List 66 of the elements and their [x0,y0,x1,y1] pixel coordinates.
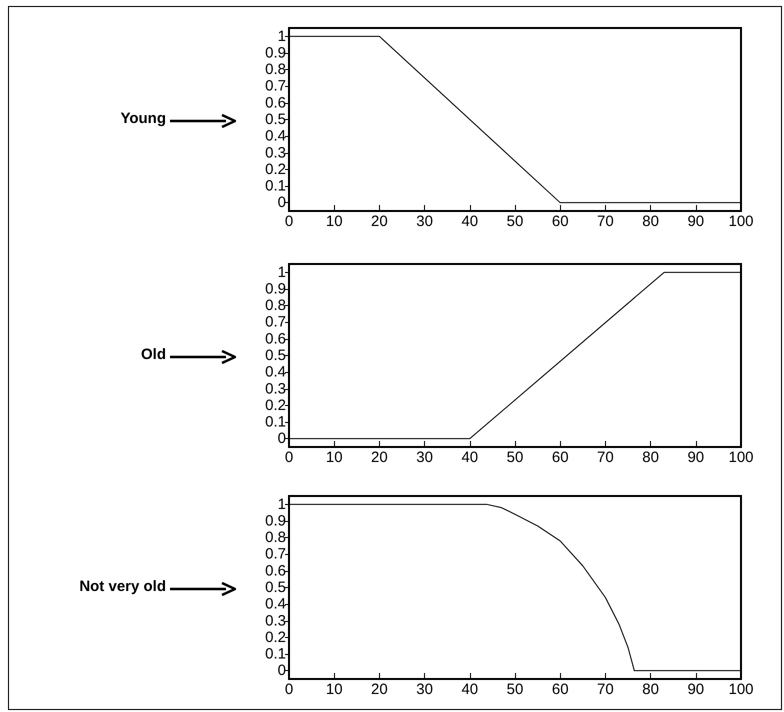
y-tick-label: 0.9 [265,280,286,298]
y-tick-label: 0.1 [265,646,286,663]
y-axis-title: Not very old [79,578,166,594]
x-tick-label: 50 [506,213,524,230]
x-tick-label: 30 [416,213,433,230]
y-tick-label: 0.6 [265,562,286,580]
y-tick-label: 0.4 [265,364,286,381]
y-tick-label: 0.5 [265,111,286,128]
y-tick-label: 0.2 [265,160,286,178]
x-tick-label: 70 [597,449,614,466]
x-tick-label: 70 [597,681,614,698]
y-tick-label: 0 [278,194,286,212]
x-tick-label: 80 [642,681,659,698]
y-tick-label: 0.1 [265,178,286,195]
x-tick-label: 20 [371,213,388,230]
x-tick-label: 100 [728,681,754,698]
x-tick-label: 10 [326,681,343,698]
x-tick-label: 60 [552,681,569,698]
x-tick-label: 70 [597,213,614,230]
x-tick-label: 20 [371,449,388,466]
y-tick-label: 0.9 [265,44,286,62]
x-tick-label: 60 [552,213,569,230]
x-tick-label: 100 [728,213,754,230]
y-tick-label: 0.3 [265,144,286,162]
y-tick-label: 0.1 [265,414,286,431]
x-tick-label: 40 [461,213,478,230]
x-tick-label: 90 [687,213,704,230]
y-tick-label: 0.4 [265,128,286,145]
x-tick-label: 90 [687,449,704,466]
x-tick-label: 20 [371,681,388,698]
x-tick-label: 50 [506,681,524,698]
x-tick-label: 40 [461,449,478,466]
y-tick-label: 0.5 [265,347,286,364]
y-tick-label: 1 [278,28,286,45]
x-tick-label: 100 [728,449,754,466]
y-tick-label: 0.2 [265,628,286,646]
x-tick-label: 10 [326,449,343,466]
y-tick-label: 0.3 [265,380,286,398]
x-tick-label: 30 [416,681,433,698]
y-tick-label: 0.8 [265,61,286,78]
y-tick-label: 0.8 [265,529,286,546]
y-axis-title: Young [120,110,166,126]
y-axis-title: Old [141,346,166,362]
y-tick-label: 0.7 [265,78,286,95]
y-tick-label: 0.6 [265,94,286,112]
y-tick-label: 0.7 [265,314,286,331]
x-tick-label: 90 [687,681,704,698]
y-tick-label: 0.3 [265,612,286,630]
y-tick-label: 1 [278,264,286,281]
y-tick-label: 0 [278,662,286,680]
y-tick-label: 0.2 [265,396,286,414]
x-tick-label: 50 [506,449,524,466]
y-tick-label: 0.5 [265,579,286,596]
y-tick-label: 0.4 [265,596,286,613]
y-tick-label: 1 [278,496,286,513]
y-tick-label: 0.8 [265,297,286,314]
y-tick-label: 0.6 [265,330,286,348]
y-tick-label: 0 [278,430,286,448]
x-tick-label: 80 [642,213,659,230]
x-tick-label: 30 [416,449,433,466]
x-tick-label: 80 [642,449,659,466]
y-tick-label: 0.9 [265,512,286,530]
x-tick-label: 10 [326,213,343,230]
x-tick-label: 60 [552,449,569,466]
x-tick-label: 40 [461,681,478,698]
y-tick-label: 0.7 [265,546,286,563]
